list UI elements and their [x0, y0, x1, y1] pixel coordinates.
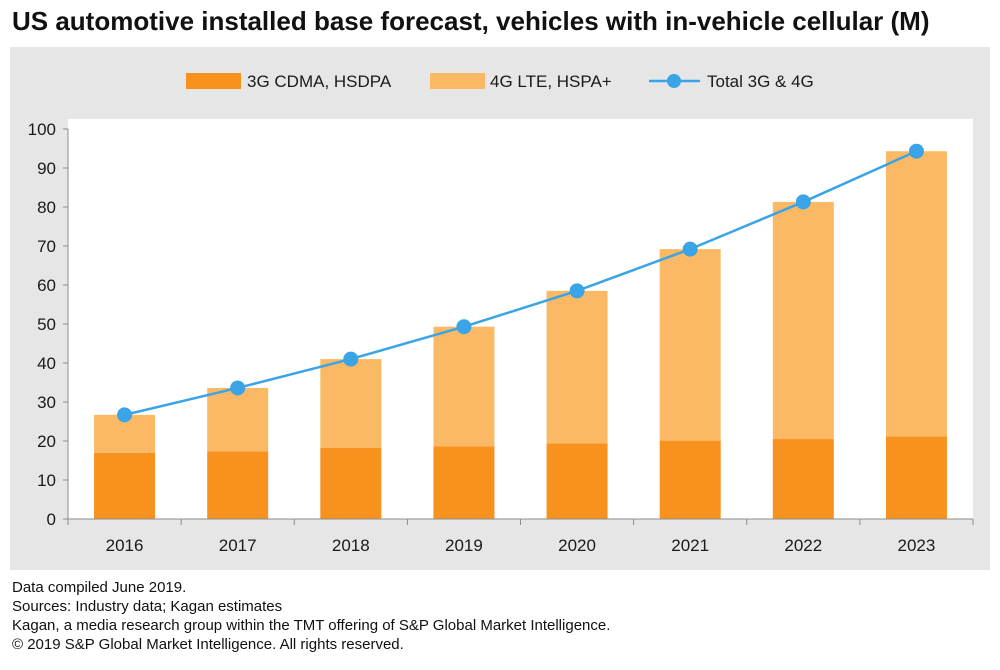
x-tick-label-2023: 2023 [898, 536, 936, 555]
bar-4g-2020 [546, 290, 608, 444]
x-tick-label-2021: 2021 [671, 536, 709, 555]
chart-footer: Data compiled June 2019. Sources: Indust… [12, 578, 610, 654]
bars [94, 151, 947, 519]
x-tick-label-2019: 2019 [445, 536, 483, 555]
y-tick-label-40: 40 [37, 354, 56, 373]
chart-panel: 3G CDMA, HSDPA 4G LTE, HSPA+ Total 3G & 4G… [10, 47, 990, 570]
bar-3g-2019 [433, 446, 495, 519]
y-tick-label-10: 10 [37, 471, 56, 490]
y-tick-label-60: 60 [37, 276, 56, 295]
y-tick-label-50: 50 [37, 315, 56, 334]
y-tick-label-80: 80 [37, 198, 56, 217]
y-tick-label-100: 100 [28, 120, 56, 139]
bar-3g-2023 [885, 436, 947, 519]
total-point-2023 [908, 143, 924, 159]
footer-kagan-note: Kagan, a media research group within the… [12, 617, 611, 634]
y-tick-label-70: 70 [37, 237, 56, 256]
legend-label-3g: 3G CDMA, HSDPA [247, 72, 392, 91]
y-tick-label-20: 20 [37, 432, 56, 451]
bar-4g-2018 [320, 359, 382, 449]
footer-date-note: Data compiled June 2019. [12, 579, 187, 596]
footer-sources: Sources: Industry data; Kagan estimates [12, 598, 283, 615]
total-point-2016 [117, 407, 133, 423]
bar-3g-2017 [207, 451, 269, 519]
x-tick-label-2018: 2018 [332, 536, 370, 555]
legend-label-4g: 4G LTE, HSPA+ [490, 72, 612, 91]
bar-3g-2022 [772, 439, 834, 519]
legend-label-total: Total 3G & 4G [707, 72, 814, 91]
x-tick-label-2022: 2022 [784, 536, 822, 555]
total-point-2020 [569, 283, 585, 299]
bar-3g-2021 [659, 440, 721, 519]
axes: 0 10 20 30 40 50 60 70 80 90 100 2016 2017 2018 2019 20… [28, 120, 974, 555]
plot-area [68, 119, 973, 519]
bar-4g-2021 [659, 249, 721, 441]
bar-3g-2018 [320, 448, 382, 519]
footer-copyright: © 2019 S&P Global Market Intelligence. A… [12, 636, 404, 653]
legend-swatch-4g [430, 73, 485, 89]
x-tick-label-2016: 2016 [106, 536, 144, 555]
bar-4g-2019 [433, 326, 495, 447]
total-line-series [117, 143, 924, 423]
chart-title: US automotive installed base forecast, v… [12, 6, 930, 36]
y-tick-label-0: 0 [47, 510, 56, 529]
x-tick-label-2017: 2017 [219, 536, 257, 555]
legend-swatch-total-marker [667, 74, 681, 88]
legend: 3G CDMA, HSDPA 4G LTE, HSPA+ Total 3G & 4G [186, 72, 814, 91]
total-point-2021 [682, 241, 698, 257]
total-point-2018 [343, 351, 359, 367]
y-tick-label-30: 30 [37, 393, 56, 412]
bar-4g-2017 [207, 387, 269, 452]
total-point-2017 [230, 380, 246, 396]
chart: 3G CDMA, HSDPA 4G LTE, HSPA+ Total 3G & 4G… [28, 72, 974, 555]
y-tick-label-90: 90 [37, 159, 56, 178]
legend-swatch-3g [186, 73, 241, 89]
total-point-2022 [795, 194, 811, 210]
total-point-2019 [456, 319, 472, 335]
total-line [124, 150, 917, 417]
bar-4g-2022 [772, 201, 834, 440]
bar-4g-2023 [885, 151, 947, 437]
bar-3g-2020 [546, 443, 608, 519]
x-tick-label-2020: 2020 [558, 536, 596, 555]
bar-3g-2016 [94, 452, 156, 519]
